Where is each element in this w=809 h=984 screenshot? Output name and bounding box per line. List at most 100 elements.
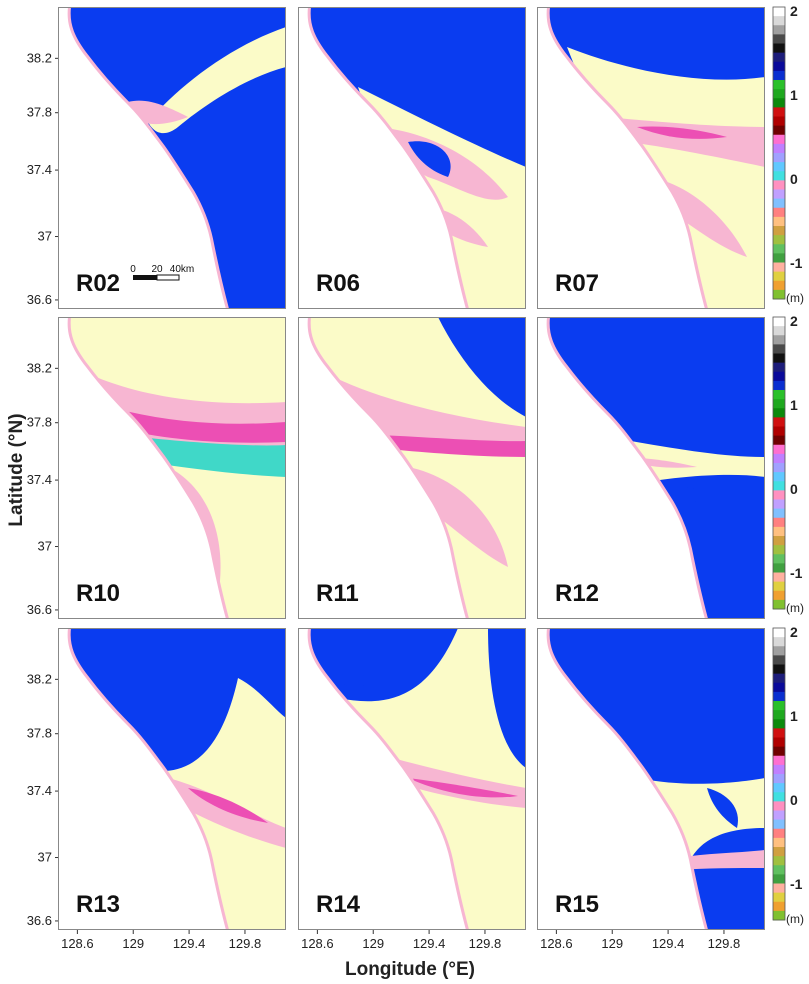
colorbar-tick-label: -1 xyxy=(790,876,803,892)
colorbar-swatch xyxy=(773,892,785,903)
colorbars: 2 1 0 -1 (m) 2 1 0 -1 (m) 2 1 0 -1 (m) xyxy=(772,3,804,926)
panel-frame xyxy=(537,7,765,309)
lon-tick-label: 128.6 xyxy=(540,936,573,951)
colorbar-swatch xyxy=(773,125,785,136)
wave-height-region xyxy=(338,672,368,688)
colorbar-swatch xyxy=(773,43,785,54)
wave-height-region xyxy=(408,778,518,798)
panel-label: R14 xyxy=(316,891,361,918)
colorbar-tick-label: 2 xyxy=(790,313,798,329)
wave-height-region xyxy=(637,126,727,139)
land-area xyxy=(537,7,705,309)
colorbar-swatch xyxy=(773,463,785,473)
colorbar-swatch xyxy=(773,910,785,921)
map-panel: R13 xyxy=(58,628,286,930)
colorbar-swatch xyxy=(773,180,785,190)
colorbar-swatch xyxy=(773,590,785,601)
map-panel: R06 xyxy=(298,7,526,309)
colorbar-swatch xyxy=(773,828,785,839)
map-panel: R10 xyxy=(58,317,286,619)
colorbar-swatch xyxy=(773,444,785,455)
lat-tick-label: 37.4 xyxy=(27,162,52,177)
colorbar-swatch xyxy=(773,810,785,821)
scale-bar: 0 20 40km xyxy=(130,264,194,281)
colorbar-swatch xyxy=(773,883,785,894)
map-panel: R15 xyxy=(537,628,765,930)
colorbar-swatch xyxy=(773,764,785,775)
colorbar-swatch xyxy=(773,344,785,354)
colorbar-tick-label: 2 xyxy=(790,3,798,19)
y-axis-label: Latitude (°N) xyxy=(6,413,27,526)
lon-tick-label: 129 xyxy=(362,936,384,951)
colorbar-swatch xyxy=(773,426,785,437)
colorbar-swatch xyxy=(773,792,785,802)
colorbar-swatch xyxy=(773,98,785,108)
x-axis-label: Longitude (°E) xyxy=(345,959,475,980)
wave-height-region xyxy=(677,850,765,870)
lon-tick-label: 129 xyxy=(122,936,144,951)
colorbar-tick-label: 1 xyxy=(790,397,798,413)
colorbar-swatch xyxy=(773,490,785,500)
colorbar-swatch xyxy=(773,646,785,656)
colorbar-swatch xyxy=(773,673,785,684)
colorbar-swatch xyxy=(773,89,785,99)
land-area xyxy=(58,628,226,930)
panel-frame xyxy=(298,7,526,309)
colorbar-swatch xyxy=(773,710,785,720)
colorbar-swatch xyxy=(773,61,785,72)
colorbar-tick-label: 1 xyxy=(790,708,798,724)
wave-height-region xyxy=(707,788,738,828)
lat-tick-label: 37 xyxy=(38,539,52,554)
lat-tick-label: 36.6 xyxy=(27,292,52,307)
panel-frame xyxy=(298,317,526,619)
colorbar-swatch xyxy=(773,162,785,172)
colorbar-swatch xyxy=(773,417,785,427)
longitude-ticks: 128.6 129 129.4 129.8 128.6 129 129.4 129.8 128.… xyxy=(61,930,740,951)
colorbar-swatch xyxy=(773,371,785,382)
lat-tick-label: 38.2 xyxy=(27,50,52,65)
colorbar-tick-label: 0 xyxy=(790,792,798,808)
lat-tick-label: 37.4 xyxy=(27,783,52,798)
colorbar-swatch xyxy=(773,70,785,81)
map-panel: R11 xyxy=(298,317,526,619)
colorbar-tick-label: 2 xyxy=(790,624,798,640)
colorbar-swatch xyxy=(773,7,785,17)
colorbar-swatch xyxy=(773,554,785,564)
colorbar-swatch xyxy=(773,801,785,811)
colorbar-swatch xyxy=(773,545,785,555)
colorbar-swatch xyxy=(773,664,785,675)
land-area xyxy=(298,7,466,309)
colorbar-tick-label: (m) xyxy=(786,291,804,305)
colorbar-tick-label: (m) xyxy=(786,601,804,615)
colorbar-swatch xyxy=(773,819,785,830)
lat-tick-label: 36.6 xyxy=(27,913,52,928)
colorbar-swatch xyxy=(773,581,785,592)
colorbar-swatch xyxy=(773,380,785,391)
colorbar-swatch xyxy=(773,317,785,327)
panel-label: R11 xyxy=(316,580,359,607)
lon-tick-label: 129.8 xyxy=(469,936,502,951)
wave-height-region xyxy=(408,467,508,567)
colorbar-swatch xyxy=(773,235,785,245)
colorbar-tick-label: 0 xyxy=(790,481,798,497)
colorbar-tick-label: -1 xyxy=(790,255,803,271)
colorbar-swatch xyxy=(773,691,785,702)
colorbar-swatch xyxy=(773,536,785,546)
colorbar-swatch xyxy=(773,719,785,729)
panel-label: R07 xyxy=(555,270,599,297)
lon-tick-label: 129.4 xyxy=(173,936,206,951)
colorbar-swatch xyxy=(773,34,785,44)
panel-label: R02 xyxy=(76,270,120,297)
map-panel: R07 xyxy=(537,7,765,309)
colorbar-swatch xyxy=(773,189,785,200)
colorbar-swatch xyxy=(773,399,785,409)
land-area xyxy=(298,317,466,619)
colorbar-tick-label: -1 xyxy=(790,565,803,581)
map-panel: R12 xyxy=(537,317,765,619)
colorbar-swatch xyxy=(773,408,785,418)
scale-bar-label-20: 20 xyxy=(151,264,163,275)
colorbar-swatch xyxy=(773,628,785,638)
colorbar-swatch xyxy=(773,526,785,537)
colorbar-swatch xyxy=(773,755,785,766)
